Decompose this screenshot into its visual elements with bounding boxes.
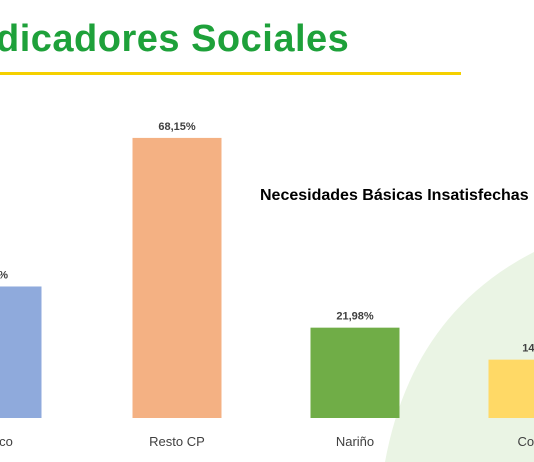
value-label-4: 14,2	[522, 343, 534, 355]
value-label-1: 32%	[0, 269, 8, 281]
title-underline	[0, 72, 461, 75]
category-label-3: Nariño	[336, 434, 374, 449]
bar-2	[132, 137, 222, 418]
chart-title: Necesidades Básicas Insatisfechas	[260, 187, 529, 204]
background-leaf-decoration	[385, 252, 534, 462]
category-label-4: Color	[517, 434, 534, 449]
bar-3	[310, 327, 400, 418]
value-label-3: 21,98%	[336, 311, 374, 323]
value-label-2: 68,15%	[158, 121, 196, 133]
bar-4	[488, 359, 534, 418]
slide-title: dicadores Sociales	[0, 18, 350, 60]
category-label-2: Resto CP	[149, 434, 205, 449]
category-label-1: maco	[0, 434, 13, 449]
bar-1	[0, 286, 42, 418]
